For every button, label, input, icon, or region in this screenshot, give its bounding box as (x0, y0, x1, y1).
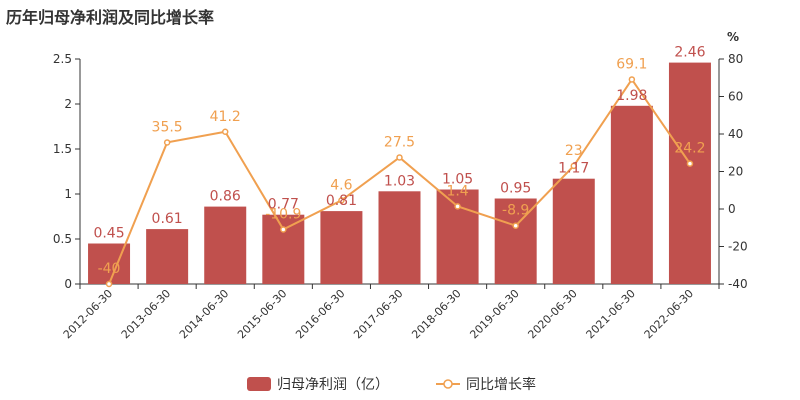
bars (88, 62, 711, 284)
chart-title: 历年归母净利润及同比增长率 (6, 8, 215, 27)
y-right-tick-label: -40 (728, 277, 748, 291)
x-tick-label: 2022-06-30 (642, 287, 696, 341)
bar-value-label: 0.45 (93, 226, 124, 242)
x-tick-label: 2019-06-30 (467, 287, 521, 341)
line-point (105, 280, 113, 288)
legend-bar-swatch (247, 377, 271, 391)
y-right-tick-label: 0 (728, 202, 736, 216)
bar (552, 178, 595, 284)
x-tick-label: 2012-06-30 (61, 287, 115, 341)
x-tick-label: 2020-06-30 (525, 287, 579, 341)
line-point (280, 226, 287, 233)
x-tick-label: 2014-06-30 (177, 287, 231, 341)
line-point (686, 160, 694, 167)
y-left-tick-label: 0.5 (53, 232, 72, 246)
x-tick-label: 2021-06-30 (584, 287, 638, 341)
line-point (221, 128, 229, 135)
line-point (512, 222, 519, 229)
bar (610, 105, 653, 284)
line-value-label: 1.4 (446, 183, 468, 199)
bar-value-label: 0.86 (210, 189, 241, 205)
bar-value-label: 1.05 (442, 172, 473, 188)
bar (262, 214, 305, 284)
bar-value-label: 0.77 (268, 197, 299, 213)
y-right-tick-label: 80 (728, 52, 743, 66)
y-left-tick-label: 2 (64, 97, 72, 111)
bar-value-label: 0.81 (326, 193, 357, 209)
y-right-tick-label: 20 (728, 165, 743, 179)
line-value-label: 41.2 (210, 109, 241, 125)
bar (204, 206, 247, 284)
line-value-label: -8.9 (502, 203, 529, 219)
bar (494, 198, 537, 284)
bar (668, 62, 711, 284)
y-right-tick-label: -20 (728, 240, 748, 254)
y-left-tick-label: 2.5 (53, 52, 72, 66)
bar-value-label: 2.46 (674, 45, 705, 61)
y-left-tick-label: 0 (64, 277, 72, 291)
line-value-label: 24.2 (674, 141, 705, 157)
line-value-label: 27.5 (384, 134, 415, 150)
line-point (628, 76, 636, 83)
growth-line (105, 76, 694, 288)
bar (378, 191, 421, 284)
line-value-label: 69.1 (616, 56, 647, 72)
legend-line-marker (443, 379, 453, 389)
bar-value-label: 1.98 (616, 88, 647, 104)
x-tick-label: 2016-06-30 (293, 287, 347, 341)
bar-value-label: 1.17 (558, 161, 589, 177)
x-tick-label: 2017-06-30 (351, 287, 405, 341)
y-right-tick-label: 60 (728, 90, 743, 104)
line-point (396, 154, 403, 161)
bar-value-label: 0.95 (500, 181, 531, 197)
line-value-label: 35.5 (152, 119, 183, 135)
line-value-label: -10.9 (265, 206, 301, 222)
line-value-label: 4.6 (330, 177, 352, 193)
bar-value-label: 1.03 (384, 173, 415, 189)
y-right-tick-label: 40 (728, 127, 743, 141)
line-value-label: 23 (565, 143, 583, 159)
legend: 归母净利润（亿） 同比增长率 (247, 376, 536, 393)
data-labels: 0.45 0.61 0.86 0.77 0.81 1.03 1.05 0.95 1.17 1.98… (93, 45, 705, 277)
legend-line-label: 同比增长率 (466, 376, 536, 393)
legend-bar-label: 归母净利润（亿） (277, 376, 389, 393)
x-tick-label: 2015-06-30 (235, 287, 289, 341)
bar (320, 211, 363, 284)
y-left-tick-label: 1 (64, 187, 72, 201)
y-right-unit: % (727, 30, 739, 44)
line-point (570, 162, 578, 170)
y-left-tick-label: 1.5 (53, 142, 72, 156)
bar (146, 229, 189, 284)
x-tick-label: 2018-06-30 (409, 287, 463, 341)
line-value-label: -40 (98, 261, 121, 277)
line-point (163, 139, 171, 146)
line-point (454, 203, 461, 210)
x-tick-label: 2013-06-30 (119, 287, 173, 341)
line-point (338, 197, 345, 204)
bar-value-label: 0.61 (152, 211, 183, 227)
